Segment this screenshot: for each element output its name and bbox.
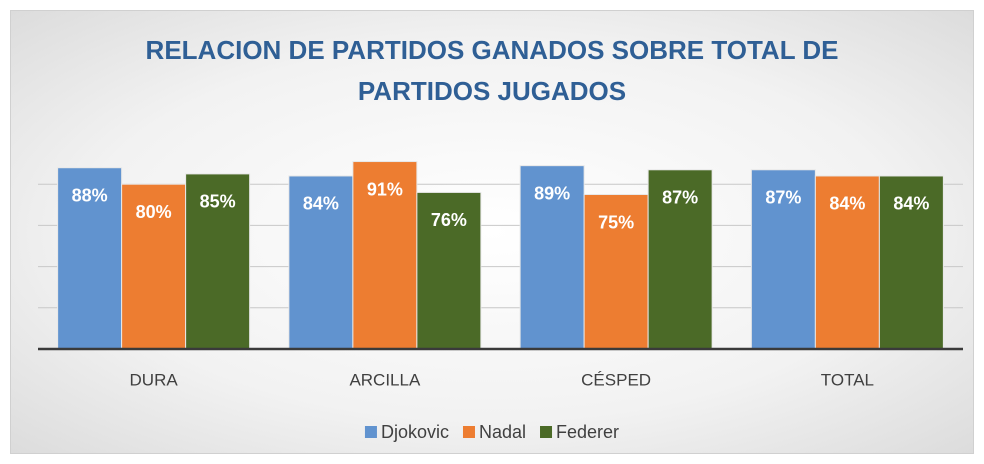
- legend-swatch: [540, 426, 553, 438]
- bar: [57, 167, 123, 350]
- bar: [583, 194, 649, 350]
- data-label: 84%: [303, 194, 339, 214]
- data-label: 91%: [367, 179, 403, 199]
- legend-swatch: [364, 426, 377, 438]
- x-tick-label: CÉSPED: [581, 370, 651, 389]
- bar: [352, 161, 418, 350]
- bar: [288, 175, 354, 350]
- x-tick-label: DURA: [130, 370, 179, 389]
- bar: [750, 169, 816, 350]
- data-label: 84%: [829, 194, 865, 214]
- data-label: 80%: [136, 202, 172, 222]
- bar: [647, 169, 713, 350]
- bar: [814, 175, 880, 350]
- bar: [121, 183, 187, 350]
- bar: [878, 175, 944, 350]
- data-label: 75%: [598, 212, 634, 232]
- chart-title: RELACION DE PARTIDOS GANADOS SOBRE TOTAL…: [145, 35, 839, 106]
- x-tick-label: TOTAL: [821, 370, 874, 389]
- legend-label: Djokovic: [381, 422, 449, 442]
- x-tick-label: ARCILLA: [349, 370, 421, 389]
- bar: [185, 173, 251, 350]
- data-label: 84%: [893, 194, 929, 214]
- data-label: 76%: [431, 210, 467, 230]
- bar: [416, 191, 482, 350]
- legend-swatch: [462, 426, 475, 438]
- data-label: 87%: [765, 188, 801, 208]
- data-label: 89%: [534, 183, 570, 203]
- legend-label: Nadal: [479, 422, 526, 442]
- legend-label: Federer: [556, 422, 619, 442]
- data-label: 85%: [200, 192, 236, 212]
- data-label: 87%: [662, 188, 698, 208]
- data-label: 88%: [72, 185, 108, 205]
